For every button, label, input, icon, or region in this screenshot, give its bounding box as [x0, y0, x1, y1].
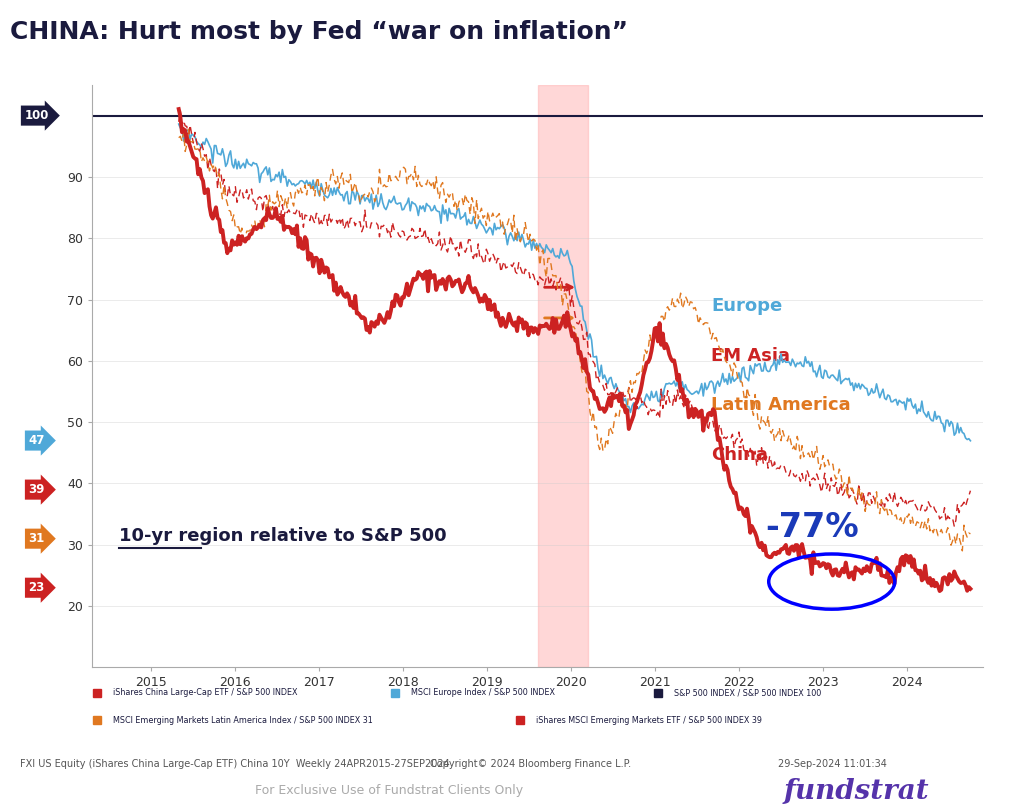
- Text: S&P 500 INDEX / S&P 500 INDEX 100: S&P 500 INDEX / S&P 500 INDEX 100: [674, 688, 821, 697]
- Text: China: China: [712, 446, 768, 464]
- Text: CHINA: Hurt most by Fed “war on inflation”: CHINA: Hurt most by Fed “war on inflatio…: [10, 20, 629, 44]
- Text: iShares China Large-Cap ETF / S&P 500 INDEX: iShares China Large-Cap ETF / S&P 500 IN…: [113, 688, 297, 697]
- Text: 10-yr region relative to S&P 500: 10-yr region relative to S&P 500: [119, 527, 446, 545]
- Text: iShares MSCI Emerging Markets ETF / S&P 500 INDEX 39: iShares MSCI Emerging Markets ETF / S&P …: [536, 715, 762, 725]
- Text: 47: 47: [29, 434, 45, 447]
- Text: 100: 100: [25, 109, 49, 122]
- Text: Europe: Europe: [712, 297, 782, 316]
- Text: fundstrat: fundstrat: [783, 778, 929, 805]
- Text: 23: 23: [29, 581, 45, 595]
- Text: Copyright© 2024 Bloomberg Finance L.P.: Copyright© 2024 Bloomberg Finance L.P.: [430, 759, 631, 769]
- Text: MSCI Emerging Markets Latin America Index / S&P 500 INDEX 31: MSCI Emerging Markets Latin America Inde…: [113, 715, 373, 725]
- Bar: [538, 85, 588, 667]
- Text: For Exclusive Use of Fundstrat Clients Only: For Exclusive Use of Fundstrat Clients O…: [255, 785, 523, 798]
- Text: MSCI Europe Index / S&P 500 INDEX: MSCI Europe Index / S&P 500 INDEX: [411, 688, 555, 697]
- Text: EM Asia: EM Asia: [712, 347, 791, 365]
- Text: 31: 31: [29, 532, 45, 545]
- Text: 39: 39: [29, 483, 45, 496]
- Text: Latin America: Latin America: [712, 396, 851, 414]
- Text: 29-Sep-2024 11:01:34: 29-Sep-2024 11:01:34: [778, 759, 887, 769]
- Text: FXI US Equity (iShares China Large-Cap ETF) China 10Y  Weekly 24APR2015-27SEP202: FXI US Equity (iShares China Large-Cap E…: [20, 759, 451, 769]
- Text: -77%: -77%: [765, 511, 858, 544]
